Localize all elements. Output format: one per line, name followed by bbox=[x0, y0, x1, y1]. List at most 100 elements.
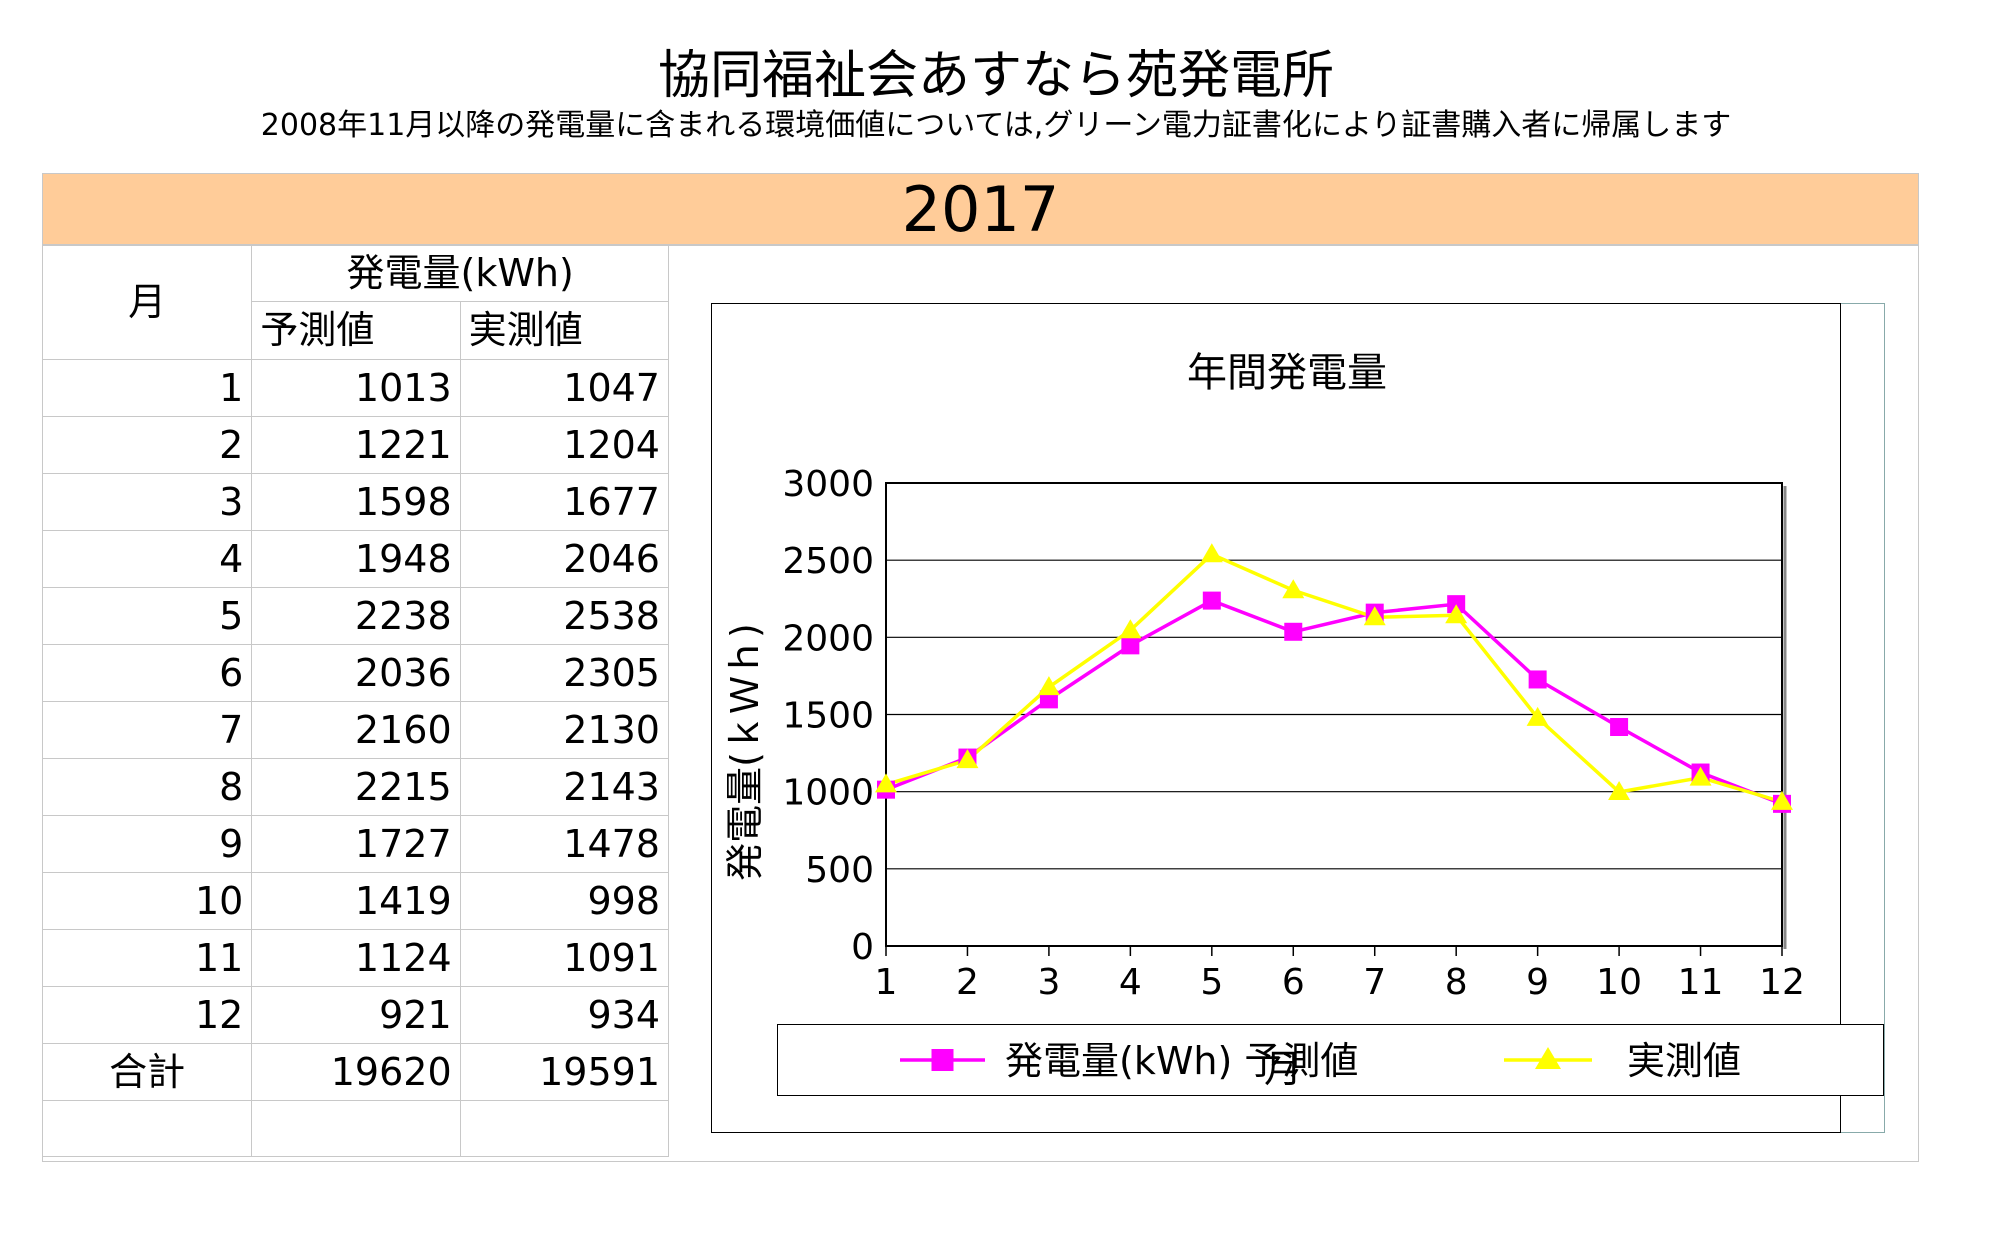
blank-cell bbox=[251, 1100, 461, 1157]
forecast-line bbox=[885, 598, 1783, 806]
table-row: 3 1598 1677 bbox=[41, 473, 670, 531]
forecast-cell: 1013 bbox=[251, 359, 461, 417]
actual-cell: 1478 bbox=[459, 815, 670, 873]
forecast-cell: 1419 bbox=[251, 872, 461, 930]
forecast-cell: 1221 bbox=[251, 416, 461, 474]
page-subtitle: 2008年11月以降の発電量に含まれる環境価値については,グリーン電力証書化によ… bbox=[260, 108, 1732, 143]
blank-cell bbox=[41, 1100, 253, 1157]
forecast-cell: 2160 bbox=[251, 701, 461, 759]
x-tick-label: 6 bbox=[1282, 962, 1305, 1003]
x-tick-label: 1 bbox=[875, 962, 898, 1003]
table-row: 7 2160 2130 bbox=[41, 701, 670, 759]
x-tick-label: 11 bbox=[1678, 962, 1724, 1003]
total-actual: 19591 bbox=[459, 1043, 670, 1101]
x-tick-label: 5 bbox=[1200, 962, 1223, 1003]
page-title: 協同福祉会あすなら苑発電所 bbox=[657, 46, 1334, 106]
total-row: 合計 19620 19591 bbox=[41, 1043, 670, 1101]
actual-point bbox=[1689, 766, 1712, 786]
forecast-point bbox=[1610, 718, 1629, 737]
blank-cell bbox=[459, 1100, 670, 1157]
actual-line bbox=[885, 552, 1783, 804]
forecast-point bbox=[1447, 595, 1466, 614]
table-row: 11 1124 1091 bbox=[41, 929, 670, 987]
actual-cell: 1204 bbox=[459, 416, 670, 474]
forecast-point bbox=[1202, 591, 1221, 610]
x-tick-label: 9 bbox=[1526, 962, 1549, 1003]
y-tick-label: 2000 bbox=[782, 618, 874, 659]
chart-frame-edge bbox=[1841, 303, 1885, 1133]
forecast-point bbox=[1284, 622, 1303, 641]
chart-title: 年間発電量 bbox=[1187, 350, 1387, 396]
forecast-point bbox=[1121, 636, 1140, 655]
actual-cell: 2046 bbox=[459, 530, 670, 588]
month-cell: 9 bbox=[41, 815, 253, 873]
x-tick-label: 3 bbox=[1037, 962, 1060, 1003]
generation-table: 月 発電量(kWh) 予測値 実測値 1 1013 1047 2 1221 1204 3 15… bbox=[41, 245, 670, 1157]
table-row: 12 921 934 bbox=[41, 986, 670, 1044]
total-label: 合計 bbox=[41, 1043, 253, 1101]
table-subheader-row: 予測値 実測値 bbox=[43, 301, 670, 360]
actual-point bbox=[1526, 706, 1549, 726]
x-tick-label: 2 bbox=[956, 962, 979, 1003]
actual-cell: 998 bbox=[459, 872, 670, 930]
forecast-cell: 921 bbox=[251, 986, 461, 1044]
actual-point bbox=[1771, 790, 1793, 810]
actual-cell: 1677 bbox=[459, 473, 670, 531]
month-cell: 3 bbox=[41, 473, 253, 531]
actual-cell: 2130 bbox=[459, 701, 670, 759]
x-tick-label: 10 bbox=[1596, 962, 1642, 1003]
legend-label-forecast: 発電量(kWh) 予測値 bbox=[1005, 1039, 1358, 1083]
actual-cell: 1091 bbox=[459, 929, 670, 987]
table-row: 2 1221 1204 bbox=[41, 416, 670, 474]
forecast-point bbox=[1528, 670, 1547, 689]
forecast-cell: 2238 bbox=[251, 587, 461, 645]
actual-point bbox=[1282, 579, 1305, 599]
table-row: 5 2238 2538 bbox=[41, 587, 670, 645]
actual-point bbox=[875, 773, 897, 793]
forecast-cell: 2036 bbox=[251, 644, 461, 702]
col-header-actual: 実測値 bbox=[459, 301, 670, 360]
month-cell: 7 bbox=[41, 701, 253, 759]
forecast-cell: 2215 bbox=[251, 758, 461, 816]
month-cell: 10 bbox=[41, 872, 253, 930]
y-tick-label: 0 bbox=[851, 927, 874, 968]
x-tick-label: 8 bbox=[1445, 962, 1468, 1003]
actual-point bbox=[1200, 543, 1223, 563]
actual-point bbox=[1037, 676, 1060, 696]
total-forecast: 19620 bbox=[251, 1043, 461, 1101]
y-tick-label: 500 bbox=[805, 850, 874, 891]
col-header-month: 月 bbox=[41, 245, 253, 360]
month-cell: 6 bbox=[41, 644, 253, 702]
table-row: 6 2036 2305 bbox=[41, 644, 670, 702]
blank-row bbox=[41, 1100, 670, 1157]
x-tick-label: 4 bbox=[1119, 962, 1142, 1003]
plot-border bbox=[885, 482, 1783, 947]
actual-point bbox=[1608, 780, 1631, 800]
month-cell: 2 bbox=[41, 416, 253, 474]
month-cell: 12 bbox=[41, 986, 253, 1044]
legend-label-actual: 実測値 bbox=[1627, 1039, 1741, 1083]
y-tick-label: 1000 bbox=[782, 773, 874, 814]
actual-cell: 1047 bbox=[459, 359, 670, 417]
actual-point bbox=[1445, 604, 1468, 624]
actual-cell: 2538 bbox=[459, 587, 670, 645]
x-tick-label: 12 bbox=[1759, 962, 1805, 1003]
actual-cell: 2305 bbox=[459, 644, 670, 702]
forecast-cell: 1727 bbox=[251, 815, 461, 873]
y-axis-label: 発電量(ｋＷｈ) bbox=[723, 623, 767, 881]
legend-marker-forecast bbox=[931, 1049, 954, 1071]
actual-point bbox=[1363, 606, 1386, 626]
forecast-cell: 1948 bbox=[251, 530, 461, 588]
forecast-cell: 1598 bbox=[251, 473, 461, 531]
table-row: 9 1727 1478 bbox=[41, 815, 670, 873]
table-row: 10 1419 998 bbox=[41, 872, 670, 930]
y-tick-label: 2500 bbox=[782, 541, 874, 582]
actual-point bbox=[956, 749, 979, 769]
table-row: 4 1948 2046 bbox=[41, 530, 670, 588]
actual-cell: 934 bbox=[459, 986, 670, 1044]
x-tick-label: 7 bbox=[1363, 962, 1386, 1003]
y-tick-label: 1500 bbox=[782, 696, 874, 737]
x-axis-label: 月 bbox=[1264, 1047, 1302, 1091]
year-banner: 2017 bbox=[42, 173, 1919, 246]
